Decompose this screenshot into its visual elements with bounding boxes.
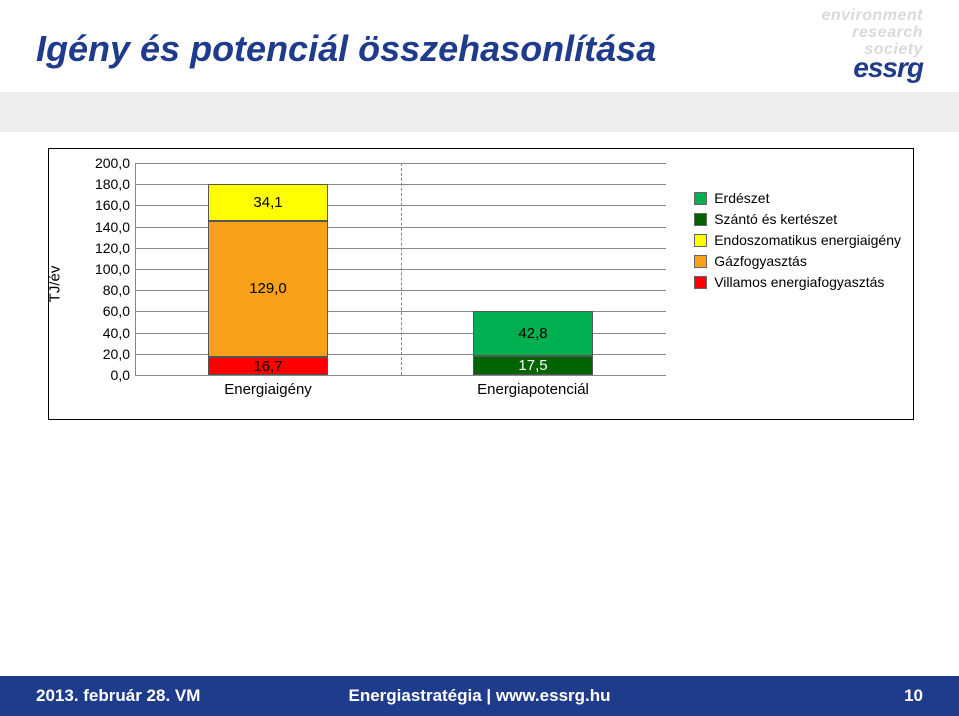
bar-segment: 129,0 bbox=[208, 221, 328, 358]
y-tick-label: 120,0 bbox=[95, 240, 136, 256]
legend-item: Endoszomatikus energiaigény bbox=[694, 232, 901, 248]
legend-label: Gázfogyasztás bbox=[714, 253, 807, 269]
legend-item: Gázfogyasztás bbox=[694, 253, 901, 269]
legend: Erdészet Szántó és kertészet Endoszomatiku… bbox=[694, 185, 901, 295]
plot-area: 0,020,040,060,080,0100,0120,0140,0160,01… bbox=[135, 163, 666, 376]
y-tick-label: 60,0 bbox=[103, 303, 136, 319]
y-tick-label: 140,0 bbox=[95, 219, 136, 235]
legend-swatch bbox=[694, 192, 707, 205]
x-tick-label: Energiaigény bbox=[224, 375, 312, 398]
y-tick-label: 200,0 bbox=[95, 155, 136, 171]
y-tick-label: 160,0 bbox=[95, 197, 136, 213]
logo-ghost-2: research bbox=[821, 25, 923, 42]
legend-item: Erdészet bbox=[694, 190, 901, 206]
legend-swatch bbox=[694, 213, 707, 226]
legend-swatch bbox=[694, 276, 707, 289]
x-tick-label: Energiapotenciál bbox=[477, 375, 589, 398]
footer-date: 2013. február 28. VM bbox=[36, 686, 200, 706]
legend-label: Szántó és kertészet bbox=[714, 211, 837, 227]
footer-title: Energiastratégia | www.essrg.hu bbox=[348, 686, 610, 706]
footer-page: 10 bbox=[904, 686, 923, 706]
y-tick-label: 180,0 bbox=[95, 176, 136, 192]
bar-column: 17,542,8 bbox=[473, 311, 593, 375]
legend-swatch bbox=[694, 255, 707, 268]
page-title: Igény és potenciál összehasonlítása bbox=[36, 28, 656, 70]
logo-block: environment research society essrg bbox=[821, 8, 923, 84]
y-tick-label: 40,0 bbox=[103, 325, 136, 341]
footer-bar: 2013. február 28. VM Energiastratégia | … bbox=[0, 676, 959, 716]
bar-column: 16,7129,034,1 bbox=[208, 184, 328, 375]
legend-label: Endoszomatikus energiaigény bbox=[714, 232, 901, 248]
y-tick-label: 20,0 bbox=[103, 346, 136, 362]
bar-segment: 42,8 bbox=[473, 311, 593, 356]
logo-ghost-1: environment bbox=[821, 8, 923, 25]
bar-segment: 17,5 bbox=[473, 356, 593, 375]
y-axis-label: TJ/év bbox=[47, 266, 64, 303]
legend-item: Villamos energiafogyasztás bbox=[694, 274, 901, 290]
bar-segment: 34,1 bbox=[208, 184, 328, 220]
bar-segment: 16,7 bbox=[208, 357, 328, 375]
logo-main: essrg bbox=[821, 52, 923, 84]
y-tick-label: 80,0 bbox=[103, 282, 136, 298]
header-band bbox=[0, 92, 959, 132]
category-divider bbox=[401, 163, 402, 375]
legend-swatch bbox=[694, 234, 707, 247]
legend-label: Villamos energiafogyasztás bbox=[714, 274, 884, 290]
y-tick-label: 100,0 bbox=[95, 261, 136, 277]
legend-label: Erdészet bbox=[714, 190, 769, 206]
y-tick-label: 0,0 bbox=[111, 367, 136, 383]
legend-item: Szántó és kertészet bbox=[694, 211, 901, 227]
chart-container: TJ/év 0,020,040,060,080,0100,0120,0140,0… bbox=[48, 148, 914, 420]
